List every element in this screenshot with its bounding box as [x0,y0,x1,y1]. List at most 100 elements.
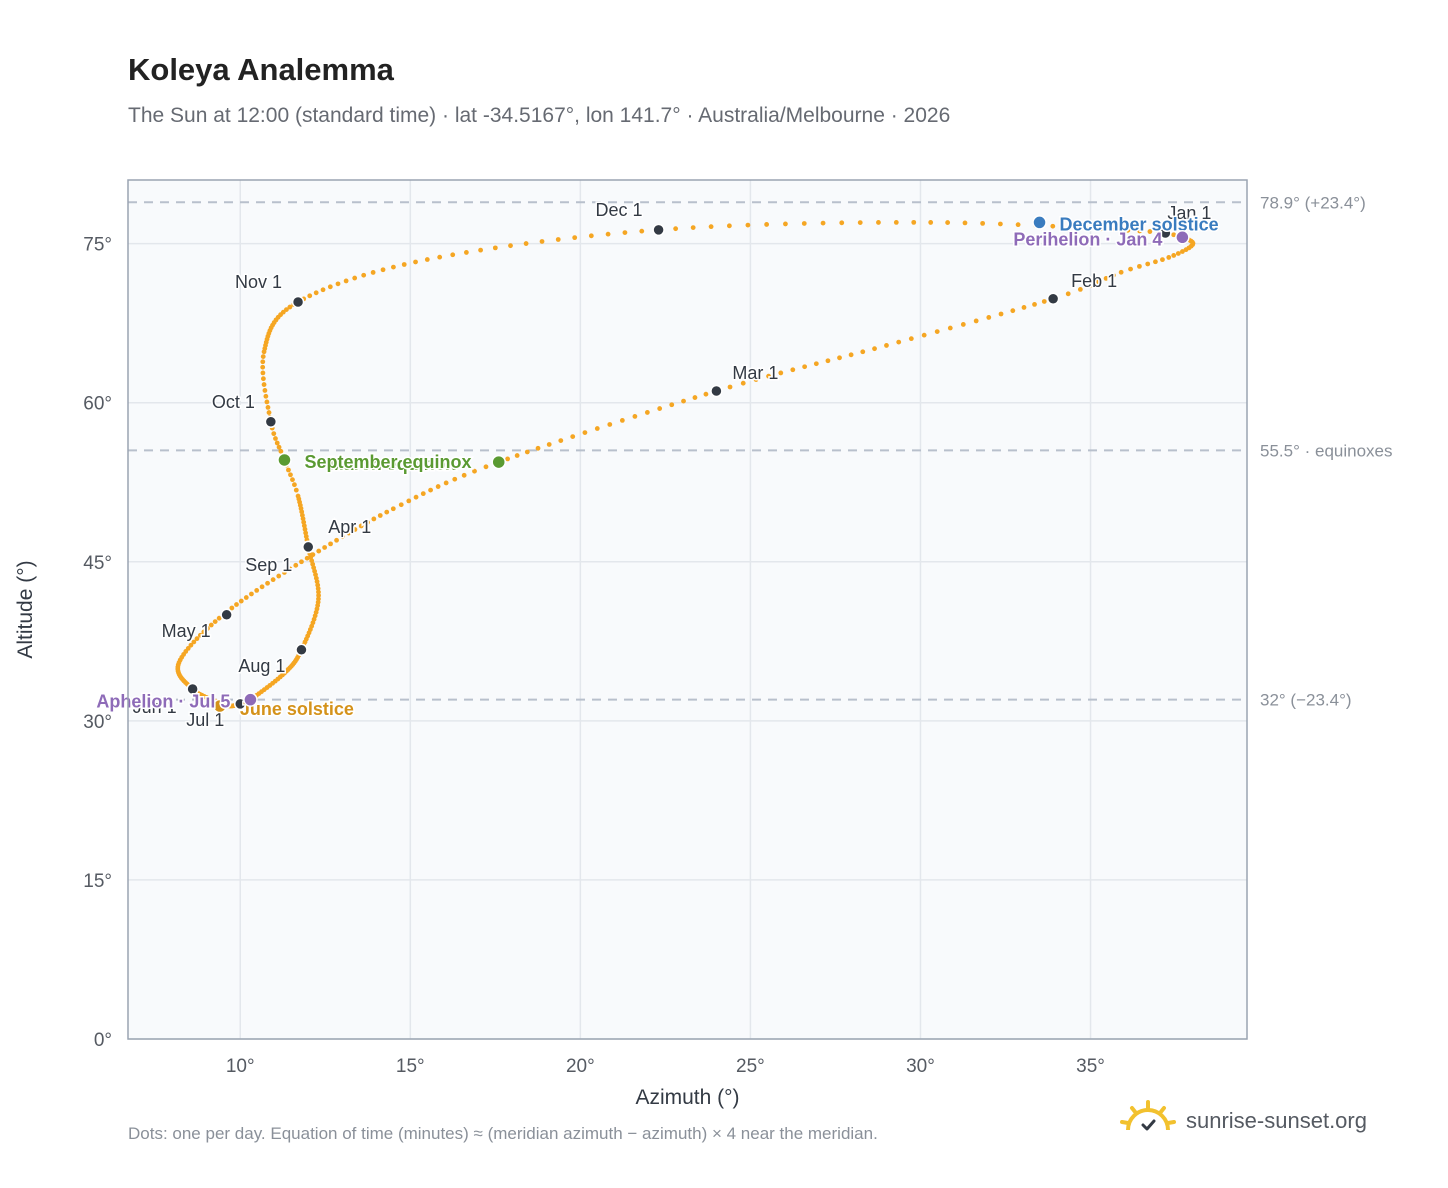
daily-sun-dot [424,257,430,262]
daily-sun-dot [463,250,469,255]
daily-sun-dot [1183,247,1189,253]
daily-sun-dot [370,270,376,275]
daily-sun-dot [303,534,309,539]
daily-sun-dot [1010,308,1016,314]
reference-line-label: 32° (−23.4°) [1260,691,1352,710]
daily-sun-dot [692,395,698,400]
daily-sun-dot [212,619,218,624]
month-marker [302,540,315,554]
daily-sun-dot [857,220,863,226]
daily-sun-dot [802,364,808,370]
daily-sun-dot [872,346,877,352]
daily-sun-dot [340,534,346,540]
daily-sun-dot [837,355,842,361]
daily-sun-dot [259,584,265,590]
daily-sun-dot [365,520,370,525]
daily-sun-dot [945,220,951,225]
daily-sun-dot [1153,259,1158,265]
daily-sun-dot [980,220,986,226]
daily-sun-dot [352,527,358,532]
daily-sun-dot [483,464,489,470]
daily-sun-dot [524,449,530,455]
daily-sun-dot [1175,251,1181,256]
daily-sun-dot [632,413,638,419]
daily-sun-dot [1137,263,1142,269]
daily-sun-dot [261,382,267,387]
daily-sun-dot [270,577,276,583]
daily-sun-dot [783,221,788,227]
month-marker-label: Jan 1 [1167,203,1211,223]
month-marker-label: Mar 1 [732,363,778,383]
daily-sun-dot [262,388,268,393]
daily-sun-dot [1077,286,1083,292]
plot-background [128,180,1247,1039]
axis-ticks: 10° 15° 20° 25° 30° 35° 0° 15° 30° 45° 60° 75° [83,235,1105,1077]
daily-sun-dot [973,318,979,324]
daily-sun-dot [558,438,564,443]
daily-sun-dot [1032,301,1037,307]
month-marker-label: Jun 1 [133,697,177,717]
month-marker [220,608,233,622]
daily-sun-dot [377,513,383,518]
daily-sun-dot [572,235,578,241]
daily-sun-dot [703,391,709,397]
daily-sun-dot [1137,228,1142,234]
daily-sun-dot [358,523,364,529]
daily-sun-dot [208,622,214,628]
daily-sun-dot [921,332,927,338]
event-label: Perihelion · Jan 4 [1013,229,1162,249]
month-marker [1159,226,1172,240]
daily-sun-dot [194,636,200,642]
x-tick-label: 35° [1076,1056,1105,1077]
daily-sun-dot [390,506,396,512]
event-marker [1175,230,1190,245]
daily-sun-dot [690,225,696,231]
x-tick-label: 25° [736,1056,765,1077]
daily-sun-dot [1128,266,1133,272]
month-marker [186,682,199,696]
daily-sun-dot [361,272,367,278]
daily-sun-dot [825,358,831,364]
x-tick-label: 20° [566,1056,595,1077]
month-marker-label: May 1 [162,621,211,641]
daily-sun-dot [322,545,328,550]
month-marker-label: Jul 1 [186,710,224,730]
daily-sun-dot [960,322,966,327]
daily-sun-dot [669,402,675,408]
daily-sun-dot [284,307,289,313]
daily-sun-dot [546,442,552,447]
daily-sun-dot [437,254,443,260]
daily-sun-dot [299,559,304,565]
daily-sun-dot [492,245,498,251]
daily-sun-dot [301,523,307,529]
daily-sun-dot [316,589,321,595]
y-tick-label: 0° [94,1030,112,1051]
brand-logo[interactable]: sunrise-sunset.org [1120,1100,1367,1141]
daily-sun-dot [986,315,992,320]
daily-sun-dot [908,336,914,342]
daily-sun-dot [201,629,207,635]
daily-sun-dot [352,275,358,281]
daily-sun-dot [1096,279,1102,285]
daily-sun-dot [413,259,418,265]
month-markers: Jan 1 Feb 1 Mar 1 Apr 1 May 1 Jun 1 Jul 1 Aug 1… [131,198,1213,731]
daily-sun-dot [205,626,210,631]
brand-name: sunrise-sunset.org [1186,1107,1367,1133]
daily-sun-dot [274,440,280,446]
daily-sun-dot [290,477,295,483]
daily-sun-dot [1110,272,1116,278]
y-tick-label: 45° [83,553,112,574]
daily-sun-dot [884,343,889,348]
daily-sun-dot [276,573,282,579]
daily-sun-dot [813,361,819,367]
event-marker [491,454,506,470]
daily-sun-dot [998,311,1004,317]
x-tick-label: 30° [906,1056,935,1077]
daily-sun-dot [708,224,714,230]
daily-sun-dot [316,593,321,598]
daily-sun-dot [893,219,899,225]
y-tick-label: 60° [83,394,112,415]
daily-sun-dot [790,367,796,373]
daily-sun-dot [188,642,194,648]
daily-sun-dot [860,349,866,355]
